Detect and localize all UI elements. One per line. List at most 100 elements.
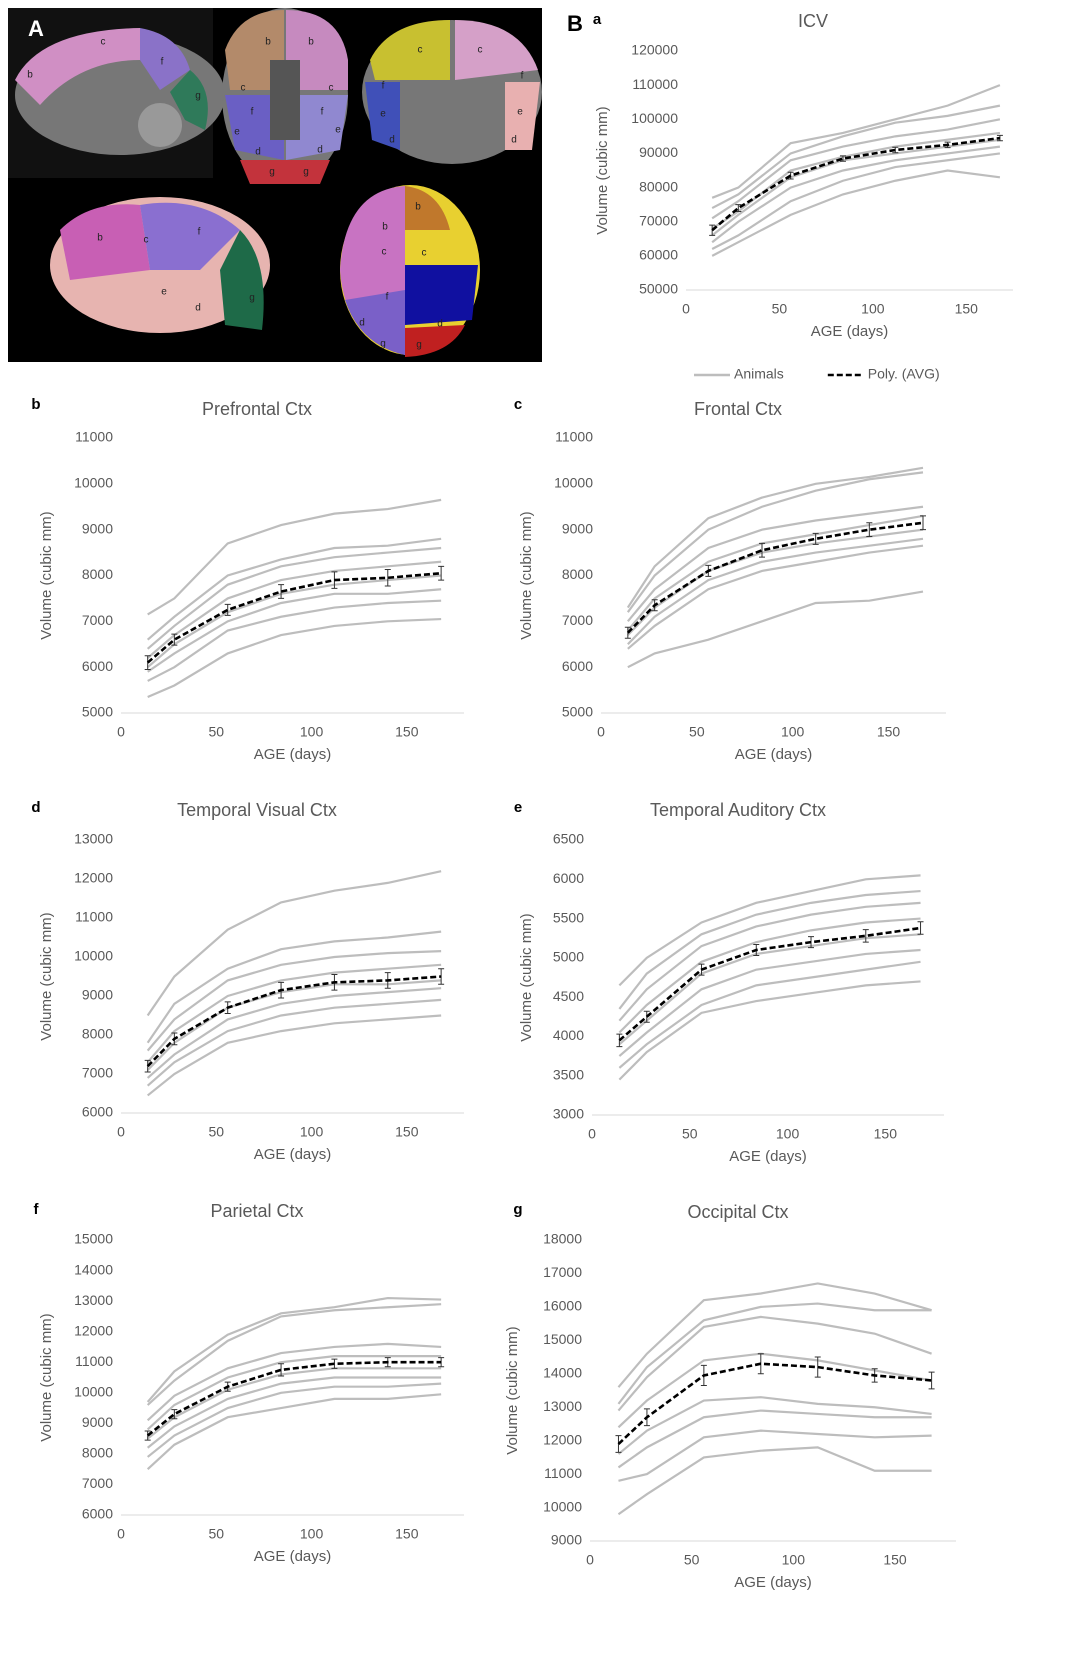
region-label: c [382, 247, 387, 258]
region [15, 28, 140, 105]
x-tick-label: 100 [861, 301, 885, 317]
x-tick-label: 0 [117, 1526, 125, 1542]
animal-line [617, 1302, 932, 1405]
animal-line [711, 152, 1001, 251]
x-tick-label: 150 [395, 724, 419, 740]
y-tick-label: 12000 [74, 870, 113, 886]
animal-line [146, 963, 442, 1064]
y-tick-label: 7000 [562, 612, 593, 628]
error-bar [812, 532, 819, 545]
animal-line [146, 1393, 442, 1470]
region-label: g [195, 91, 201, 102]
y-axis-label: Volume (cubic mm) [594, 106, 611, 234]
y-axis-label: Volume (cubic mm) [38, 1313, 55, 1441]
region [286, 10, 348, 90]
y-tick-label: 4500 [553, 988, 584, 1004]
x-tick-label: 0 [117, 1124, 125, 1140]
error-bar [814, 1356, 821, 1378]
average-line [146, 1360, 442, 1437]
panel-label: A [28, 16, 44, 41]
animal-line [617, 1409, 932, 1469]
x-tick-label: 50 [208, 1124, 224, 1140]
ventricles [270, 60, 300, 140]
x-tick-label: 150 [874, 1126, 898, 1142]
y-tick-label: 6000 [82, 658, 113, 674]
region-label: e [517, 107, 523, 118]
y-tick-label: 17000 [543, 1264, 582, 1280]
animal-line [146, 1303, 442, 1406]
animal-line [618, 874, 921, 987]
region [140, 202, 240, 270]
region [225, 10, 284, 90]
y-tick-label: 10000 [74, 1383, 113, 1399]
region-label: g [303, 167, 309, 178]
y-tick-label: 10000 [74, 475, 113, 491]
y-tick-label: 13000 [543, 1398, 582, 1414]
region-label: f [521, 71, 524, 82]
region-label: e [161, 287, 167, 298]
animal-line [617, 1315, 932, 1412]
cerebellum [138, 103, 182, 147]
region-label: b [97, 233, 103, 244]
region-label: c [418, 45, 423, 56]
region-label: g [380, 339, 386, 350]
x-tick-label: 100 [776, 1126, 800, 1142]
region-label: c [478, 45, 483, 56]
y-tick-label: 9000 [562, 520, 593, 536]
x-tick-label: 0 [682, 301, 690, 317]
animal-line [627, 537, 924, 646]
x-tick-label: 0 [586, 1552, 594, 1568]
y-tick-label: 11000 [555, 429, 593, 445]
error-bar [917, 921, 924, 935]
chart-title: Temporal Visual Ctx [177, 800, 337, 820]
animal-line [618, 917, 921, 1034]
x-tick-label: 100 [300, 1124, 324, 1140]
animal-line [626, 466, 924, 609]
y-tick-label: 3000 [553, 1106, 584, 1122]
error-bar [438, 565, 445, 581]
y-tick-label: 6500 [553, 831, 584, 847]
region [370, 20, 450, 80]
panel-letter: b [31, 396, 40, 413]
animal-line [626, 505, 924, 623]
y-axis-label: Volume (cubic mm) [38, 912, 55, 1040]
x-tick-label: 150 [883, 1552, 907, 1568]
animal-line [146, 998, 442, 1087]
x-tick-label: 100 [781, 724, 805, 740]
y-axis-label: Volume (cubic mm) [518, 511, 535, 639]
region [170, 70, 208, 130]
region [225, 95, 284, 160]
y-tick-label: 15000 [543, 1331, 582, 1347]
animal-line [627, 544, 924, 650]
y-tick-label: 11000 [75, 429, 113, 445]
animal-line [617, 1282, 932, 1388]
average-line [146, 571, 442, 664]
region-label: d [255, 147, 261, 158]
x-tick-label: 150 [395, 1124, 419, 1140]
y-axis-label: Volume (cubic mm) [504, 1326, 521, 1454]
y-tick-label: 8000 [82, 1026, 113, 1042]
region-label: e [335, 125, 341, 136]
x-axis-label: AGE (days) [811, 323, 889, 340]
region-label: c [422, 248, 427, 259]
y-tick-label: 10000 [554, 475, 593, 491]
y-tick-label: 11000 [544, 1465, 582, 1481]
y-tick-label: 6000 [82, 1506, 113, 1522]
panel-letter: a [593, 11, 602, 28]
animal-line [618, 948, 921, 1057]
x-tick-label: 50 [689, 724, 705, 740]
error-bar [735, 204, 742, 212]
y-tick-label: 9000 [82, 987, 113, 1003]
y-tick-label: 13000 [74, 1292, 113, 1308]
animal-line [711, 104, 1001, 210]
y-tick-label: 16000 [543, 1298, 582, 1314]
animal-line [146, 1382, 442, 1458]
animal-line [626, 471, 924, 613]
region-label: f [386, 292, 389, 303]
y-tick-label: 120000 [631, 42, 678, 58]
error-bar [278, 584, 285, 599]
y-tick-label: 5000 [562, 704, 593, 720]
y-tick-label: 14000 [74, 1261, 113, 1277]
animal-line [618, 933, 921, 1046]
